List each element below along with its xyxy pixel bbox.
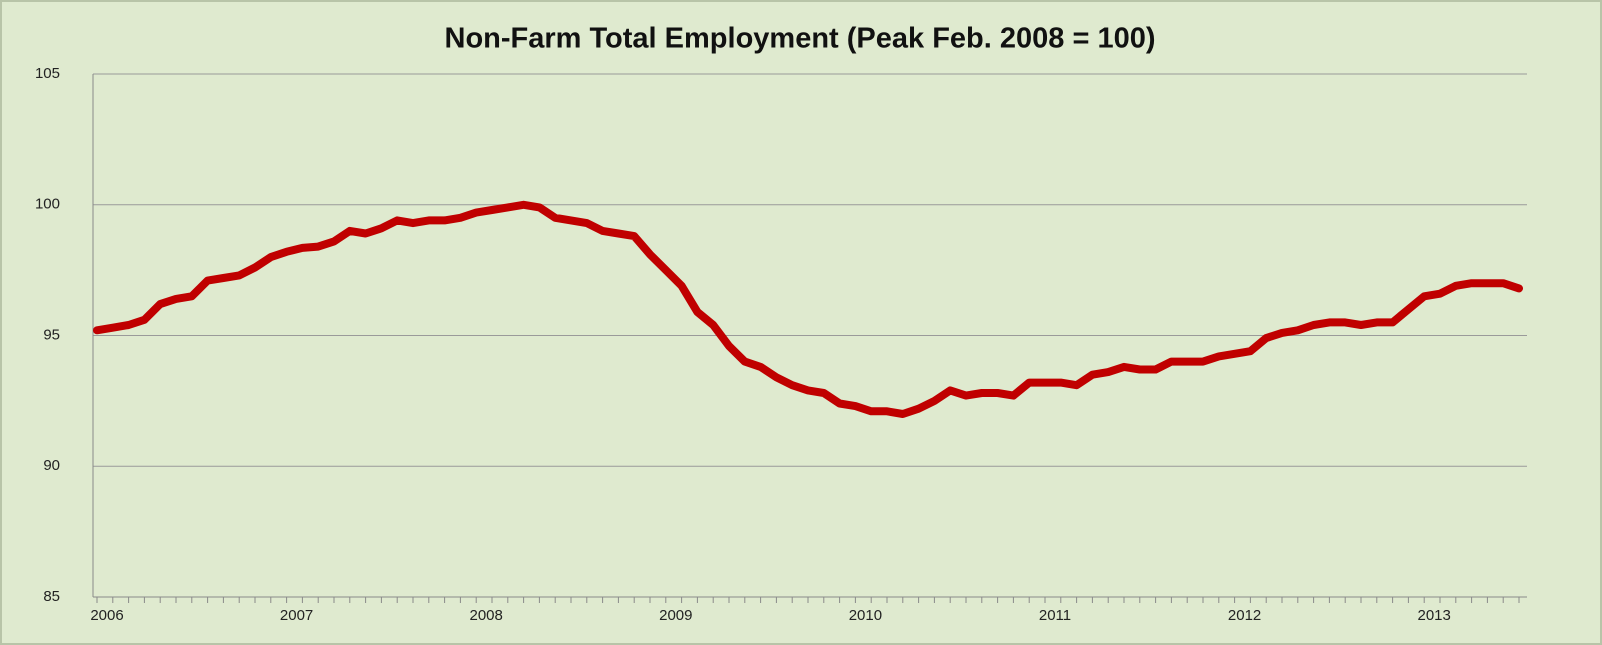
x-tick-label: 2013 [1418, 607, 1451, 624]
x-tick-label: 2007 [280, 607, 313, 624]
x-tick-label: 2008 [470, 607, 503, 624]
chart-title: Non-Farm Total Employment (Peak Feb. 200… [445, 23, 1156, 55]
y-tick-label: 105 [35, 65, 60, 82]
series-line [93, 200, 1523, 418]
y-tick-label: 85 [43, 588, 60, 605]
x-tick-label: 2006 [90, 607, 123, 624]
y-tick-label: 90 [43, 457, 60, 474]
y-tick-label: 95 [43, 326, 60, 343]
x-tick-label: 2010 [849, 607, 882, 624]
y-tick-label: 100 [35, 196, 60, 213]
x-tick-label: 2009 [659, 607, 692, 624]
x-tick-label: 2012 [1228, 607, 1261, 624]
x-tick-label: 2011 [1039, 607, 1071, 624]
